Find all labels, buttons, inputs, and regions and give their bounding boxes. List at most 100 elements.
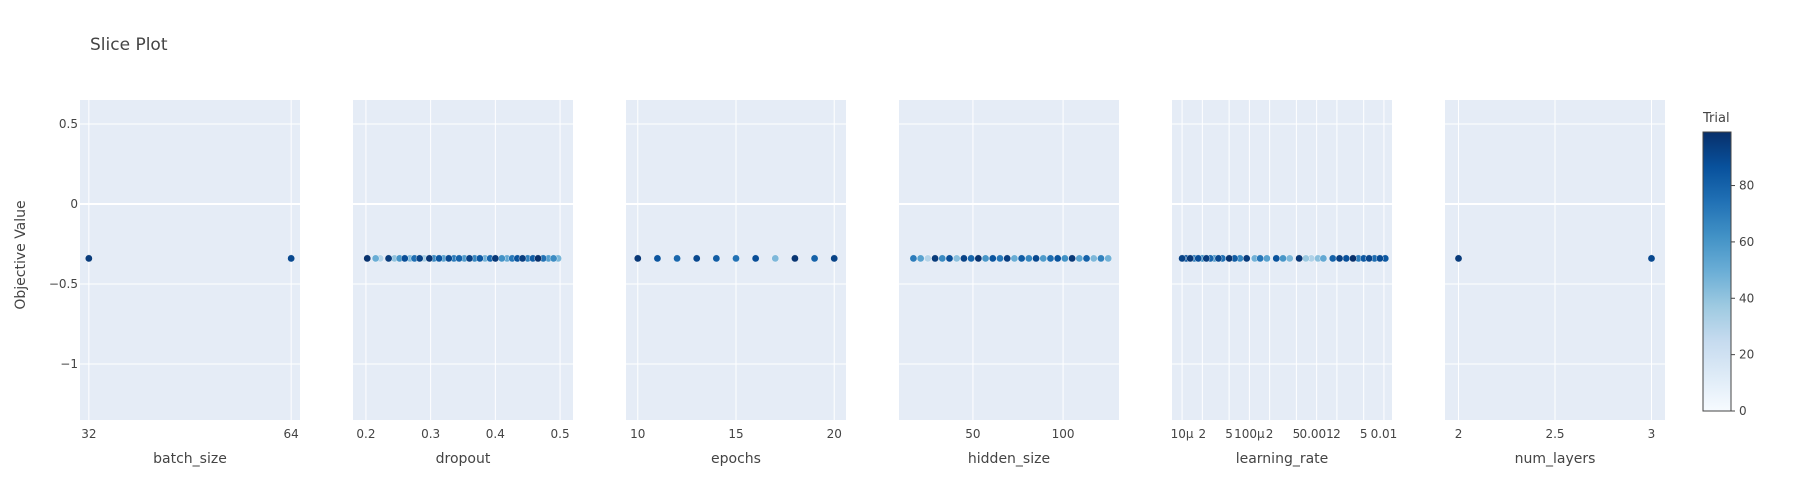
data-point[interactable] xyxy=(1017,254,1026,263)
data-point[interactable] xyxy=(1003,254,1011,263)
plot-area-batch-size xyxy=(80,100,300,420)
data-point[interactable] xyxy=(692,254,701,263)
data-point[interactable] xyxy=(1285,254,1294,263)
y-tick-label: −0.5 xyxy=(49,277,78,291)
data-point[interactable] xyxy=(1186,254,1194,263)
data-point[interactable] xyxy=(1242,254,1251,263)
data-point[interactable] xyxy=(633,254,642,263)
data-point[interactable] xyxy=(371,254,380,263)
data-point[interactable] xyxy=(1349,254,1357,263)
data-point[interactable] xyxy=(960,254,968,263)
data-point[interactable] xyxy=(1342,254,1351,263)
data-point[interactable] xyxy=(1647,254,1656,263)
data-point[interactable] xyxy=(1365,254,1373,263)
data-point[interactable] xyxy=(1039,254,1048,263)
data-point[interactable] xyxy=(1319,254,1328,263)
x-tick-label: 3 xyxy=(1648,427,1656,441)
colorbar-title: Trial xyxy=(1702,111,1730,126)
data-point[interactable] xyxy=(1025,254,1033,263)
data-point[interactable] xyxy=(967,254,975,263)
data-point[interactable] xyxy=(1061,254,1069,263)
data-point[interactable] xyxy=(909,254,918,263)
data-point[interactable] xyxy=(287,254,295,263)
data-point[interactable] xyxy=(1053,254,1062,263)
x-tick-label: 0.01 xyxy=(1371,427,1398,441)
data-point[interactable] xyxy=(988,254,997,263)
data-point[interactable] xyxy=(653,254,662,263)
colorbar-gradient xyxy=(1702,131,1732,412)
data-point[interactable] xyxy=(732,254,740,263)
data-point[interactable] xyxy=(996,254,1004,263)
data-point[interactable] xyxy=(1075,254,1084,263)
x-tick-label: 2 xyxy=(1199,427,1207,441)
data-point[interactable] xyxy=(85,254,93,263)
data-point[interactable] xyxy=(455,254,463,263)
data-point[interactable] xyxy=(952,254,961,263)
data-point[interactable] xyxy=(1032,254,1040,263)
data-point[interactable] xyxy=(1202,254,1211,263)
data-point[interactable] xyxy=(1302,254,1310,263)
data-point[interactable] xyxy=(981,254,990,263)
data-point[interactable] xyxy=(810,254,819,263)
data-point[interactable] xyxy=(1279,254,1287,263)
panel-num-layers: 2 2.5 3 num_layers xyxy=(1445,100,1665,467)
data-point[interactable] xyxy=(400,254,409,263)
data-point[interactable] xyxy=(518,254,527,263)
data-point[interactable] xyxy=(1256,254,1264,263)
panel-dropout: 0.2 0.3 0.4 0.5 dropout xyxy=(353,100,573,467)
data-point[interactable] xyxy=(1178,254,1186,263)
data-point[interactable] xyxy=(712,254,721,263)
data-point[interactable] xyxy=(1328,254,1337,263)
data-point[interactable] xyxy=(771,254,780,263)
data-point[interactable] xyxy=(938,254,947,263)
data-point[interactable] xyxy=(384,254,393,263)
data-point[interactable] xyxy=(1010,254,1019,263)
colorbar-tick-label: 40 xyxy=(1739,291,1754,305)
data-point[interactable] xyxy=(1225,254,1233,263)
data-point[interactable] xyxy=(1376,254,1384,263)
data-point[interactable] xyxy=(1295,254,1303,263)
data-point[interactable] xyxy=(476,254,484,263)
data-point[interactable] xyxy=(1214,254,1223,263)
data-point[interactable] xyxy=(931,254,939,263)
data-point[interactable] xyxy=(1089,254,1098,263)
data-point[interactable] xyxy=(751,254,760,263)
data-point[interactable] xyxy=(1104,254,1112,263)
data-point[interactable] xyxy=(465,254,474,263)
data-point[interactable] xyxy=(924,254,932,263)
data-point[interactable] xyxy=(1068,254,1076,263)
data-point[interactable] xyxy=(1194,254,1203,263)
data-point[interactable] xyxy=(498,254,506,263)
data-point[interactable] xyxy=(425,254,434,263)
data-point[interactable] xyxy=(945,254,954,263)
x-tick-label: 0.001 xyxy=(1299,427,1333,441)
x-tick-label: 0.5 xyxy=(551,427,570,441)
data-point[interactable] xyxy=(974,254,983,263)
panel-epochs: 10 15 20 epochs xyxy=(626,100,846,467)
data-point[interactable] xyxy=(1097,254,1105,263)
data-point[interactable] xyxy=(363,254,372,263)
colorbar-tick-label: 60 xyxy=(1739,235,1754,249)
data-point[interactable] xyxy=(916,254,925,263)
data-point[interactable] xyxy=(1454,254,1463,263)
data-point[interactable] xyxy=(673,254,681,263)
data-point[interactable] xyxy=(1046,254,1055,263)
data-point[interactable] xyxy=(830,254,839,263)
x-axis-label: dropout xyxy=(436,451,491,467)
data-point[interactable] xyxy=(791,254,799,263)
data-point[interactable] xyxy=(415,254,424,263)
data-point[interactable] xyxy=(1263,254,1271,263)
x-axis-label: learning_rate xyxy=(1236,451,1329,467)
data-point[interactable] xyxy=(549,254,558,263)
data-point[interactable] xyxy=(444,254,453,263)
x-tick-label: 0.2 xyxy=(356,427,375,441)
data-point[interactable] xyxy=(534,254,542,263)
data-point[interactable] xyxy=(1082,254,1091,263)
data-point[interactable] xyxy=(435,254,443,263)
x-tick-label: 20 xyxy=(827,427,842,441)
data-point[interactable] xyxy=(491,254,500,263)
data-point[interactable] xyxy=(1272,254,1281,263)
data-point[interactable] xyxy=(1335,254,1344,263)
